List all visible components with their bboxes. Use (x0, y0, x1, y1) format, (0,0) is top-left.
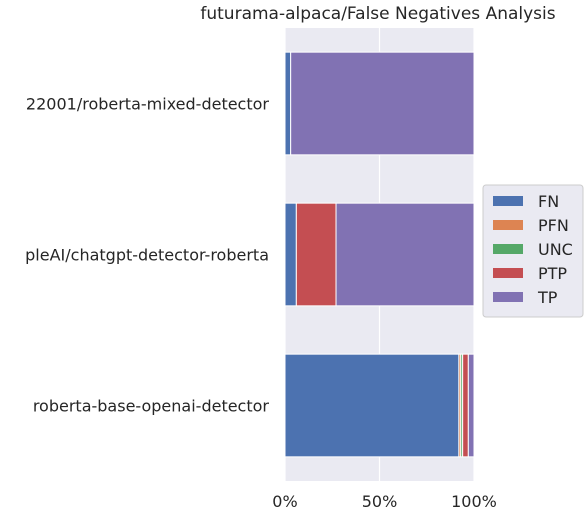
legend-label: PFN (538, 216, 569, 235)
category-label: roberta-base-openai-detector (33, 397, 270, 416)
legend-swatch (493, 220, 523, 230)
legend-label: PTP (538, 264, 567, 283)
x-tick-label: 100% (451, 492, 497, 511)
bar-segment (295, 202, 337, 307)
chart-title: futurama-alpaca/False Negatives Analysis (200, 4, 555, 24)
legend-label: UNC (538, 240, 573, 259)
x-tick-label: 0% (272, 492, 297, 511)
bar-segment (284, 51, 292, 156)
legend-swatch (493, 268, 523, 278)
x-tick-labels: 0% 50% 100% (272, 492, 497, 511)
legend-swatch (493, 292, 523, 302)
bar-segment (462, 353, 469, 458)
legend: FN PFN UNC PTP TP (482, 184, 584, 318)
bar-segment (467, 353, 475, 458)
category-labels: 22001/roberta-mixed-detector pleAI/chatgp… (25, 95, 269, 416)
category-label: 22001/roberta-mixed-detector (26, 95, 269, 114)
bar-segment (284, 353, 460, 458)
legend-label: FN (538, 192, 559, 211)
bar-segment (290, 51, 475, 156)
bars (284, 51, 475, 458)
legend-swatch (493, 244, 523, 254)
category-label: pleAI/chatgpt-detector-roberta (25, 246, 269, 265)
legend-box (482, 184, 584, 318)
legend-label: TP (537, 288, 558, 307)
x-tick-label: 50% (362, 492, 398, 511)
bar-segment (284, 202, 297, 307)
bar-segment (335, 202, 475, 307)
legend-swatch (493, 196, 523, 206)
